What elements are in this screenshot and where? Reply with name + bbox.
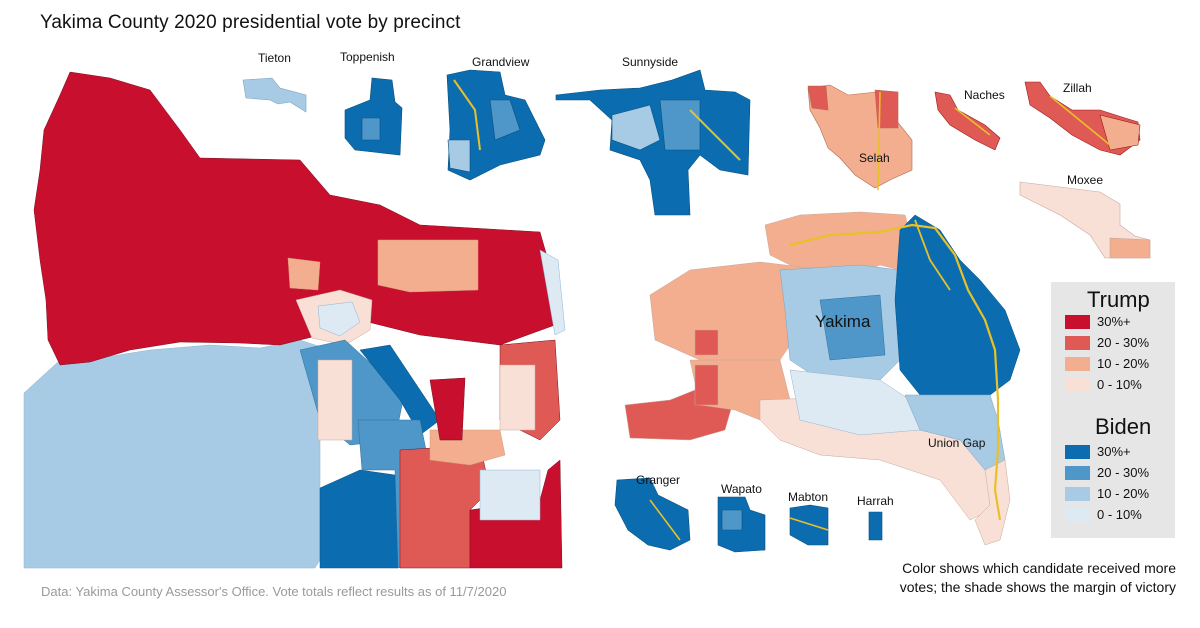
county-pale-block [317, 359, 353, 441]
tieton-map [242, 77, 307, 113]
color-note-line-1: Color shows which candidate received mor… [902, 560, 1176, 576]
toppenish-map [344, 77, 403, 156]
map-title: Yakima County 2020 presidential vote by … [40, 12, 461, 33]
color-note-line-2: votes; the shade shows the margin of vic… [899, 579, 1176, 595]
label-sunnyside: Sunnyside [622, 55, 679, 69]
color-note: Color shows which candidate received mor… [830, 559, 1176, 597]
legend: Trump 30%+ 20 - 30% 10 - 20% 0 - 10% Bid… [1051, 282, 1175, 538]
label-zillah: Zillah [1063, 81, 1092, 95]
legend-trump-label-2: 20 - 30% [1097, 335, 1150, 350]
harrah-map [868, 511, 883, 541]
legend-biden-label-4: 0 - 10% [1097, 507, 1142, 522]
label-union-gap: Union Gap [928, 436, 986, 450]
legend-biden-swatch-3 [1065, 487, 1090, 501]
yakima-center-mid [819, 294, 886, 361]
legend-trump-label-3: 10 - 20% [1097, 356, 1150, 371]
county-blue-south-dark [319, 469, 399, 569]
yakima-south-tail [974, 459, 1011, 546]
label-harrah: Harrah [857, 494, 894, 508]
county-yakima-core [317, 301, 361, 337]
label-grandview: Grandview [472, 55, 530, 69]
yakima-city-map [624, 211, 1021, 546]
yakima-highway-1 [789, 223, 1002, 521]
legend-trump-swatch-2 [1065, 336, 1090, 350]
legend-trump-label-1: 30%+ [1097, 314, 1131, 329]
zillah-map [1024, 81, 1141, 156]
label-yakima: Yakima [815, 312, 871, 331]
legend-biden-label-2: 20 - 30% [1097, 465, 1150, 480]
legend-biden-label-1: 30%+ [1097, 444, 1131, 459]
legend-trump-title: Trump [1087, 287, 1150, 312]
legend-trump-swatch-3 [1065, 357, 1090, 371]
label-tieton: Tieton [258, 51, 291, 65]
moxee-map [1019, 181, 1151, 259]
county-se-pale [479, 469, 541, 521]
label-moxee: Moxee [1067, 173, 1104, 187]
county-map [23, 71, 566, 569]
legend-trump-label-4: 0 - 10% [1097, 377, 1142, 392]
county-mid-red [429, 377, 466, 441]
county-east-pale [499, 364, 536, 431]
naches-map [934, 91, 1001, 151]
granger-map [614, 477, 691, 551]
county-salmon-block [377, 239, 479, 293]
mabton-map [789, 504, 829, 546]
legend-biden-swatch-2 [1065, 466, 1090, 480]
county-east-strip [539, 249, 566, 336]
label-toppenish: Toppenish [340, 50, 395, 64]
wapato-map [717, 496, 766, 553]
yakima-highway-2 [914, 219, 951, 291]
label-naches: Naches [964, 88, 1005, 102]
county-salmon-small [287, 257, 321, 291]
sunnyside-map [555, 69, 751, 216]
label-granger: Granger [636, 473, 681, 487]
legend-biden-swatch-4 [1065, 508, 1090, 522]
county-west-light-blue [23, 339, 331, 569]
yakima-red-blocks-2 [694, 364, 719, 406]
label-mabton: Mabton [788, 490, 829, 504]
source-note: Data: Yakima County Assessor's Office. V… [41, 584, 507, 599]
legend-biden-swatch-1 [1065, 445, 1090, 459]
selah-map [807, 84, 913, 191]
yakima-red-blocks [694, 329, 719, 356]
legend-biden-label-3: 10 - 20% [1097, 486, 1150, 501]
grandview-map [446, 69, 546, 181]
legend-trump-swatch-1 [1065, 315, 1090, 329]
legend-trump-swatch-4 [1065, 378, 1090, 392]
label-selah: Selah [859, 151, 890, 165]
legend-biden-title: Biden [1095, 414, 1152, 439]
label-wapato: Wapato [721, 482, 762, 496]
yakima-east-dark [894, 214, 1021, 401]
